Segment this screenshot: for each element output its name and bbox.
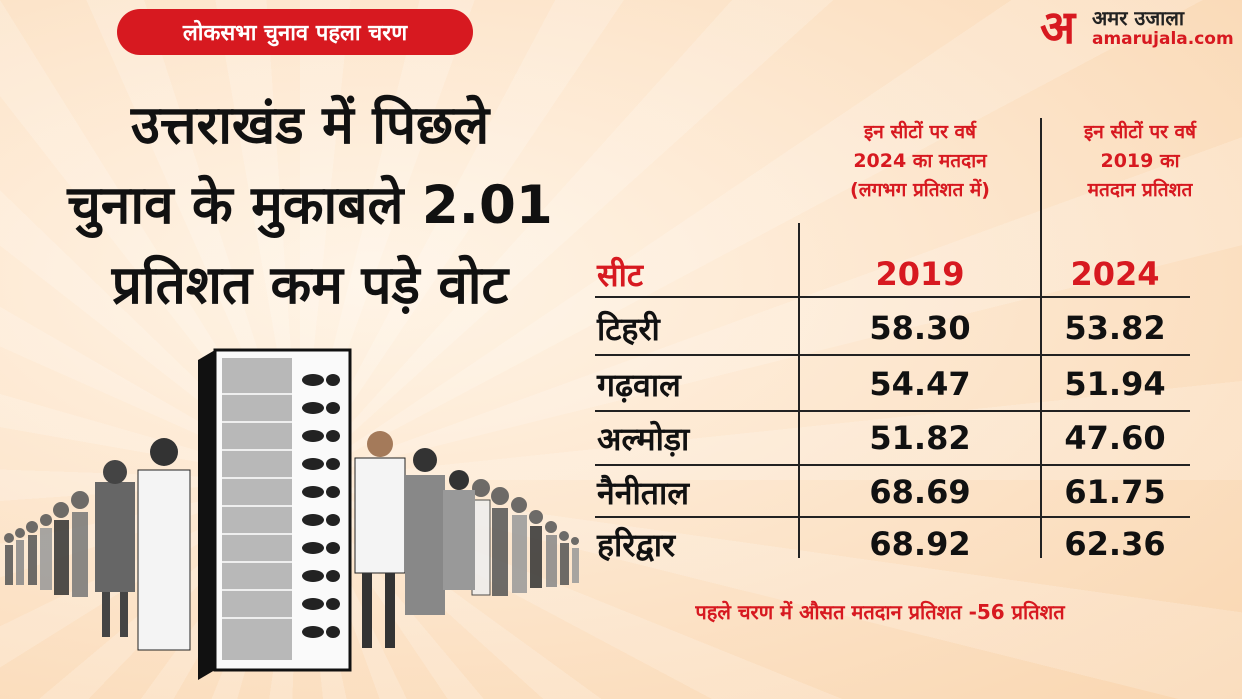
- value-2019: 58.30: [869, 309, 971, 347]
- value-2024: 51.94: [1064, 365, 1166, 403]
- row-divider: [595, 516, 1190, 518]
- seat-name: गढ़वाल: [597, 365, 681, 404]
- value-2024: 53.82: [1064, 309, 1166, 347]
- table-row: अल्मोड़ा 51.82 47.60: [595, 412, 1190, 464]
- value-2019: 51.82: [869, 419, 971, 457]
- average-turnout-note: पहले चरण में औसत मतदान प्रतिशत -56 प्रति…: [695, 600, 1065, 624]
- column-2019-description: इन सीटों पर वर्ष 2019 का मतदान प्रतिशत: [1040, 118, 1240, 205]
- header-2024: 2024: [1070, 255, 1160, 293]
- header-2019: 2019: [875, 255, 965, 293]
- seat-name: अल्मोड़ा: [597, 419, 690, 458]
- seat-name: हरिद्वार: [597, 525, 676, 564]
- headline-line-2: चुनाव के मुकाबले 2.01: [67, 175, 553, 236]
- headline: उत्तराखंड में पिछले चुनाव के मुकाबले 2.0…: [20, 86, 600, 326]
- table-header-row: सीट 2019 2024: [595, 248, 1190, 300]
- table-row: गढ़वाल 54.47 51.94: [595, 358, 1190, 410]
- headline-line-3: प्रतिशत कम पड़े वोट: [111, 255, 509, 316]
- background-voters-icon: [4, 479, 579, 597]
- column-2024-description-line: (लगभग प्रतिशत में): [850, 179, 990, 201]
- logo-url: amarujala.com: [1092, 29, 1234, 49]
- value-2024: 47.60: [1064, 419, 1166, 457]
- logo-name: अमर उजाला: [1092, 6, 1185, 30]
- value-2019: 54.47: [869, 365, 971, 403]
- row-divider: [595, 464, 1190, 466]
- column-2024-description-line: इन सीटों पर वर्ष: [863, 121, 977, 143]
- value-2024: 61.75: [1064, 473, 1166, 511]
- column-2024-description-line: 2024 का मतदान: [853, 150, 987, 172]
- row-divider: [595, 296, 1190, 298]
- seat-name: नैनीताल: [597, 473, 690, 512]
- column-2024-description: इन सीटों पर वर्ष 2024 का मतदान (लगभग प्र…: [805, 118, 1035, 205]
- table-row: हरिद्वार 68.92 62.36: [595, 518, 1190, 570]
- row-divider: [595, 410, 1190, 412]
- voters-queue-icon: [4, 348, 579, 680]
- column-2019-description-line: 2019 का: [1100, 150, 1180, 172]
- table-row: नैनीताल 68.69 61.75: [595, 466, 1190, 518]
- header-seat: सीट: [597, 255, 644, 294]
- column-divider: [1040, 118, 1042, 558]
- logo-mark: अ: [1040, 0, 1076, 54]
- value-2024: 62.36: [1064, 525, 1166, 563]
- column-divider: [798, 223, 800, 558]
- column-2019-description-line: इन सीटों पर वर्ष: [1083, 121, 1197, 143]
- column-2019-description-line: मतदान प्रतिशत: [1087, 179, 1193, 201]
- headline-line-1: उत्तराखंड में पिछले: [130, 95, 490, 156]
- seat-name: टिहरी: [597, 309, 660, 348]
- voting-machine-icon: [198, 348, 352, 680]
- value-2019: 68.92: [869, 525, 971, 563]
- table-row: टिहरी 58.30 53.82: [595, 302, 1190, 354]
- row-divider: [595, 354, 1190, 356]
- front-voters-icon: [95, 431, 475, 651]
- value-2019: 68.69: [869, 473, 971, 511]
- publisher-logo: अ अमर उजाला amarujala.com: [1040, 2, 1240, 52]
- section-badge: लोकसभा चुनाव पहला चरण: [117, 9, 473, 55]
